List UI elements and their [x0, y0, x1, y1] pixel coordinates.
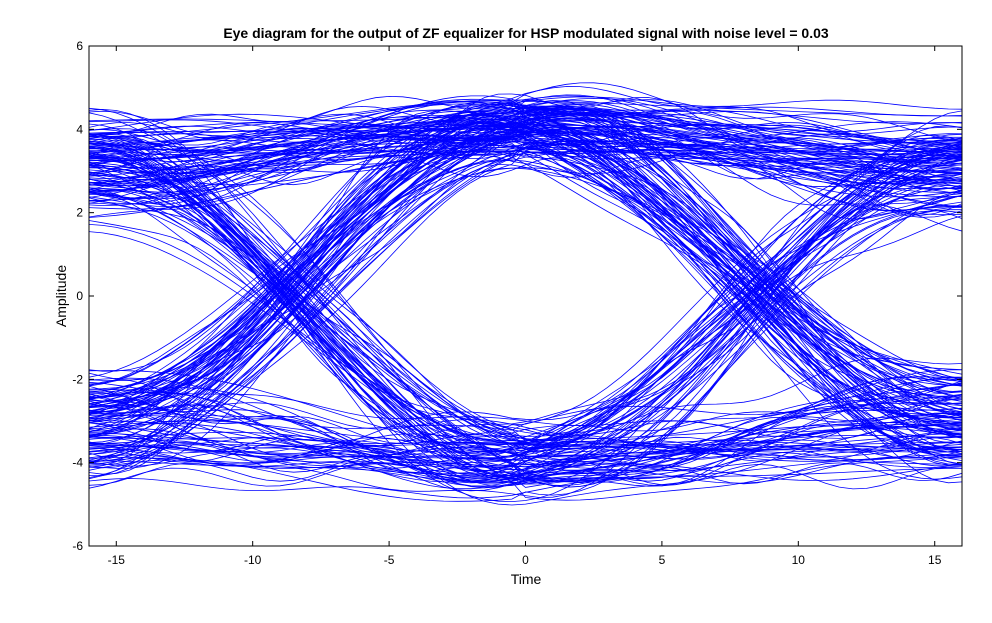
eye-trace	[89, 148, 962, 399]
y-axis-label: Amplitude	[53, 265, 69, 327]
eye-trace	[89, 114, 962, 405]
y-tick-label: 2	[76, 206, 83, 220]
axis-ticks: -15 -10 -5 0 5 10 15 -6 -4 -2 0 2 4 6	[72, 39, 962, 567]
eye-trace	[89, 106, 962, 398]
eye-trace	[89, 125, 962, 444]
eye-trace	[89, 114, 962, 191]
y-tick-label: -6	[72, 539, 83, 553]
eye-trace	[89, 194, 962, 453]
eye-trace	[89, 138, 962, 460]
eye-trace	[89, 431, 962, 462]
eye-trace	[89, 157, 962, 425]
eye-trace	[89, 139, 962, 437]
x-tick-label: 5	[659, 553, 666, 567]
eye-trace	[89, 122, 962, 197]
eye-trace	[89, 99, 962, 458]
chart-title: Eye diagram for the output of ZF equaliz…	[223, 25, 829, 41]
eye-trace	[89, 184, 962, 443]
y-tick-label: 0	[76, 289, 83, 303]
x-tick-label: -15	[108, 553, 126, 567]
eye-trace	[89, 135, 962, 427]
eye-trace	[89, 189, 962, 468]
eye-trace	[89, 107, 962, 413]
eye-trace	[89, 421, 962, 499]
eye-trace	[89, 151, 962, 432]
eye-trace	[89, 144, 962, 459]
eye-trace	[89, 149, 962, 218]
eye-trace	[89, 435, 962, 463]
eye-trace	[89, 140, 962, 461]
eye-trace	[89, 95, 962, 451]
y-tick-label: -4	[72, 456, 83, 470]
eye-trace	[89, 131, 962, 444]
eye-trace	[89, 133, 962, 463]
eye-trace	[89, 389, 962, 480]
eye-trace	[89, 376, 962, 461]
x-tick-label: 0	[522, 553, 529, 567]
eye-trace	[89, 114, 962, 430]
eye-trace	[89, 405, 962, 492]
eye-trace	[89, 136, 962, 488]
eye-trace	[89, 127, 962, 421]
eye-trace	[89, 146, 962, 431]
eye-trace	[89, 138, 962, 419]
eye-trace	[89, 139, 962, 188]
eye-trace	[89, 145, 962, 480]
eye-trace	[89, 127, 962, 453]
eye-trace	[89, 160, 962, 445]
y-tick-label: 4	[76, 122, 83, 136]
eye-trace	[89, 393, 962, 472]
x-tick-label: 10	[792, 553, 806, 567]
x-tick-label: -10	[244, 553, 262, 567]
x-tick-label: -5	[384, 553, 395, 567]
eye-trace	[89, 396, 962, 467]
eye-trace	[89, 439, 962, 469]
eye-trace	[89, 154, 962, 481]
eye-trace	[89, 159, 962, 399]
eye-traces	[89, 82, 962, 506]
y-tick-label: -2	[72, 372, 83, 386]
eye-trace	[89, 95, 962, 480]
eye-trace	[89, 123, 962, 487]
eye-trace	[89, 156, 962, 422]
eye-trace	[89, 143, 962, 471]
eye-trace	[89, 381, 962, 436]
eye-trace	[89, 442, 962, 483]
eye-trace	[89, 146, 962, 483]
eye-trace	[89, 137, 962, 437]
x-tick-label: 15	[928, 553, 942, 567]
eye-trace	[89, 108, 962, 393]
eye-trace	[89, 82, 962, 208]
x-axis-label: Time	[511, 571, 542, 587]
eye-trace	[89, 395, 962, 438]
eye-trace	[89, 137, 962, 417]
eye-trace	[89, 118, 962, 432]
y-tick-label: 6	[76, 39, 83, 53]
eye-trace	[89, 122, 962, 216]
eye-trace	[89, 125, 962, 169]
eye-trace	[89, 103, 962, 415]
eye-trace	[89, 147, 962, 457]
eye-trace	[89, 135, 962, 461]
eye-trace	[89, 141, 962, 465]
eye-trace	[89, 195, 962, 471]
eye-trace	[89, 113, 962, 466]
eye-trace	[89, 157, 962, 429]
eye-trace	[89, 133, 962, 459]
eye-trace	[89, 96, 962, 390]
eye-trace	[89, 110, 962, 189]
eye-trace	[89, 132, 962, 175]
eye-trace	[89, 394, 962, 489]
eye-trace	[89, 118, 962, 387]
eye-trace	[89, 443, 962, 450]
eye-trace	[89, 413, 962, 483]
eye-trace	[89, 171, 962, 435]
eye-trace	[89, 95, 962, 455]
